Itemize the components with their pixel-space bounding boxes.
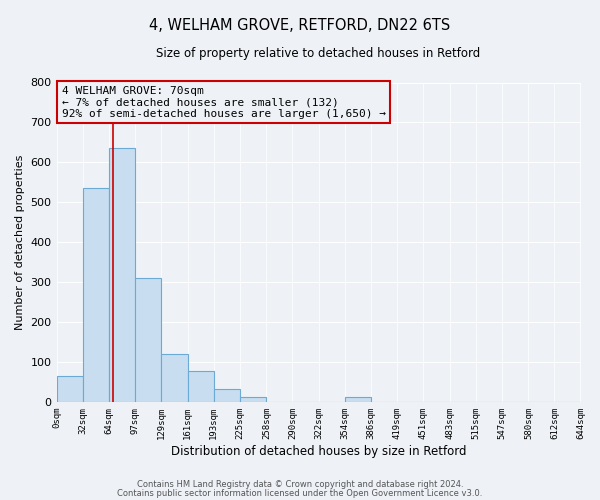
Y-axis label: Number of detached properties: Number of detached properties [15, 154, 25, 330]
Bar [239, 397, 266, 402]
Bar [56, 376, 83, 402]
Text: Contains public sector information licensed under the Open Government Licence v3: Contains public sector information licen… [118, 488, 482, 498]
Bar [214, 389, 239, 402]
X-axis label: Distribution of detached houses by size in Retford: Distribution of detached houses by size … [171, 444, 466, 458]
Text: 4, WELHAM GROVE, RETFORD, DN22 6TS: 4, WELHAM GROVE, RETFORD, DN22 6TS [149, 18, 451, 32]
Bar [344, 397, 371, 402]
Bar [188, 370, 214, 402]
Text: Contains HM Land Registry data © Crown copyright and database right 2024.: Contains HM Land Registry data © Crown c… [137, 480, 463, 489]
Text: 4 WELHAM GROVE: 70sqm
← 7% of detached houses are smaller (132)
92% of semi-deta: 4 WELHAM GROVE: 70sqm ← 7% of detached h… [62, 86, 386, 119]
Bar [83, 188, 109, 402]
Bar [161, 354, 188, 402]
Bar [136, 278, 161, 402]
Bar [109, 148, 136, 402]
Title: Size of property relative to detached houses in Retford: Size of property relative to detached ho… [157, 48, 481, 60]
